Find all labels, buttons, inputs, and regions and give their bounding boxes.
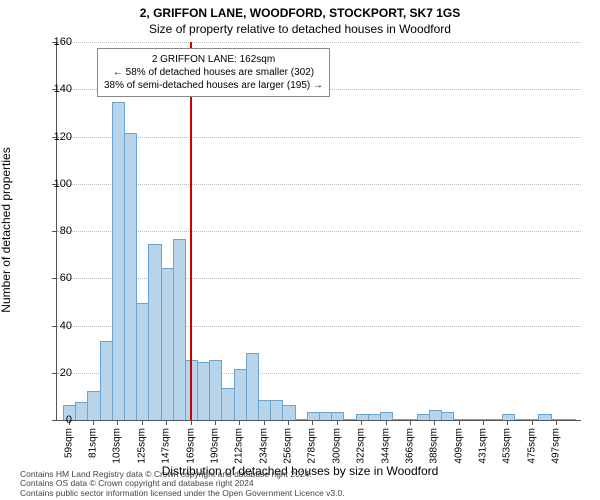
xtick-mark xyxy=(142,420,143,425)
xtick-label: 256sqm xyxy=(283,428,294,464)
histogram-bar xyxy=(380,412,393,420)
ytick-label: 120 xyxy=(8,131,72,143)
ytick-label: 100 xyxy=(8,178,72,190)
xtick-mark xyxy=(312,420,313,425)
xtick-mark xyxy=(556,420,557,425)
title-sub: Size of property relative to detached ho… xyxy=(0,20,600,36)
xtick-label: 103sqm xyxy=(112,428,123,464)
ytick-label: 60 xyxy=(8,272,72,284)
xtick-mark xyxy=(483,420,484,425)
title-main: 2, GRIFFON LANE, WOODFORD, STOCKPORT, SK… xyxy=(0,0,600,20)
histogram-bar xyxy=(282,405,295,420)
xtick-label: 190sqm xyxy=(209,428,220,464)
xtick-label: 300sqm xyxy=(331,428,342,464)
gridline xyxy=(57,42,581,43)
histogram-bar xyxy=(307,412,320,420)
xtick-label: 234sqm xyxy=(258,428,269,464)
annotation-line2: ← 58% of detached houses are smaller (30… xyxy=(104,66,323,79)
reference-line xyxy=(190,42,192,420)
footer-line3: Contains public sector information licen… xyxy=(20,489,345,498)
annotation-line3: 38% of semi-detached houses are larger (… xyxy=(104,79,323,92)
ytick-label: 140 xyxy=(8,83,72,95)
histogram-bar xyxy=(502,414,515,420)
xtick-mark xyxy=(93,420,94,425)
xtick-mark xyxy=(410,420,411,425)
histogram-bar xyxy=(124,133,137,420)
xtick-label: 147sqm xyxy=(161,428,172,464)
histogram-bar xyxy=(563,419,576,420)
xtick-label: 169sqm xyxy=(185,428,196,464)
xtick-mark xyxy=(117,420,118,425)
xtick-label: 366sqm xyxy=(404,428,415,464)
xtick-label: 388sqm xyxy=(429,428,440,464)
xtick-mark xyxy=(264,420,265,425)
annotation-line1: 2 GRIFFON LANE: 162sqm xyxy=(104,53,323,66)
plot-area: 59sqm81sqm103sqm125sqm147sqm169sqm190sqm… xyxy=(56,42,581,421)
xtick-mark xyxy=(337,420,338,425)
ytick-label: 20 xyxy=(8,367,72,379)
xtick-mark xyxy=(507,420,508,425)
footer-attribution: Contains HM Land Registry data © Crown c… xyxy=(20,470,345,498)
xtick-label: 59sqm xyxy=(63,428,74,458)
xtick-label: 497sqm xyxy=(551,428,562,464)
xtick-mark xyxy=(532,420,533,425)
xtick-mark xyxy=(288,420,289,425)
ytick-label: 80 xyxy=(8,225,72,237)
xtick-mark xyxy=(166,420,167,425)
ytick-label: 40 xyxy=(8,320,72,332)
xtick-label: 453sqm xyxy=(502,428,513,464)
xtick-mark xyxy=(239,420,240,425)
xtick-label: 125sqm xyxy=(136,428,147,464)
xtick-label: 475sqm xyxy=(526,428,537,464)
chart-container: 2, GRIFFON LANE, WOODFORD, STOCKPORT, SK… xyxy=(0,0,600,500)
histogram-bar xyxy=(441,412,454,420)
xtick-mark xyxy=(386,420,387,425)
xtick-mark xyxy=(459,420,460,425)
xtick-label: 81sqm xyxy=(87,428,98,458)
ytick-label: 160 xyxy=(8,36,72,48)
xtick-label: 278sqm xyxy=(307,428,318,464)
annotation-box: 2 GRIFFON LANE: 162sqm← 58% of detached … xyxy=(97,48,330,97)
xtick-mark xyxy=(191,420,192,425)
xtick-mark xyxy=(215,420,216,425)
xtick-label: 344sqm xyxy=(380,428,391,464)
ytick-label: 0 xyxy=(8,414,72,426)
histogram-bar xyxy=(246,353,259,420)
xtick-label: 322sqm xyxy=(356,428,367,464)
xtick-mark xyxy=(434,420,435,425)
xtick-label: 431sqm xyxy=(478,428,489,464)
xtick-label: 409sqm xyxy=(453,428,464,464)
xtick-mark xyxy=(361,420,362,425)
xtick-label: 212sqm xyxy=(234,428,245,464)
